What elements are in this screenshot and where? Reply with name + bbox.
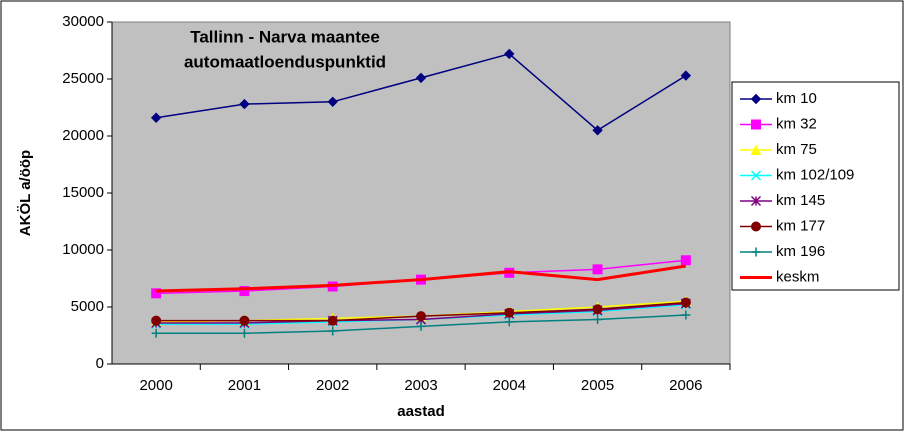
marker bbox=[593, 315, 603, 325]
legend-box bbox=[731, 81, 900, 291]
x-tick-label: 2004 bbox=[493, 377, 526, 394]
legend-marker bbox=[751, 247, 761, 257]
marker bbox=[151, 328, 161, 338]
legend-marker bbox=[750, 93, 762, 105]
x-tick-label: 2006 bbox=[669, 377, 702, 394]
marker bbox=[592, 304, 603, 315]
marker bbox=[680, 70, 692, 81]
marker bbox=[415, 72, 427, 84]
legend-label: km 75 bbox=[776, 141, 817, 158]
marker bbox=[504, 307, 515, 318]
y-tick-label: 0 bbox=[96, 355, 104, 372]
y-tick-label: 10000 bbox=[62, 241, 104, 258]
legend-marker bbox=[751, 119, 761, 130]
marker bbox=[681, 310, 691, 320]
y-tick-label: 5000 bbox=[71, 298, 104, 315]
y-tick-label: 30000 bbox=[62, 13, 104, 30]
marker bbox=[239, 328, 249, 338]
marker bbox=[416, 311, 426, 322]
marker bbox=[328, 326, 338, 336]
legend-marker bbox=[751, 221, 761, 232]
marker bbox=[327, 96, 338, 108]
legend-label: km 102/109 bbox=[776, 166, 854, 183]
series-line bbox=[156, 264, 687, 293]
legend-label: km 145 bbox=[776, 192, 825, 209]
marker bbox=[680, 255, 691, 266]
marker bbox=[151, 288, 162, 299]
x-tick-label: 2002 bbox=[316, 377, 349, 394]
y-tick-label: 15000 bbox=[62, 184, 104, 201]
marker bbox=[416, 321, 426, 331]
x-tick-label: 2001 bbox=[228, 377, 261, 394]
marker bbox=[239, 315, 250, 326]
marker bbox=[239, 286, 250, 297]
y-tick-label: 25000 bbox=[62, 70, 104, 87]
legend-marker bbox=[750, 195, 762, 207]
marker bbox=[327, 315, 338, 326]
x-tick-label: 2003 bbox=[404, 377, 437, 394]
chart-title: automaatloenduspunktid bbox=[184, 52, 386, 71]
legend-label: keskm bbox=[776, 268, 819, 285]
legend-label: km 32 bbox=[776, 115, 817, 132]
x-tick-label: 2005 bbox=[581, 377, 614, 394]
marker bbox=[592, 264, 603, 275]
y-axis-label: AKÖL a/ööp bbox=[17, 150, 34, 236]
marker bbox=[504, 48, 515, 60]
x-tick-label: 2000 bbox=[139, 377, 172, 394]
marker bbox=[150, 112, 162, 123]
marker bbox=[151, 315, 162, 326]
marker bbox=[504, 317, 514, 327]
legend-label: km 10 bbox=[776, 90, 817, 107]
marker bbox=[680, 297, 691, 308]
legend-label: km 177 bbox=[776, 217, 825, 234]
marker bbox=[239, 98, 250, 110]
y-tick-label: 20000 bbox=[62, 127, 104, 144]
x-axis-label: aastad bbox=[397, 403, 445, 420]
legend-marker bbox=[750, 144, 762, 155]
chart-title: Tallinn - Narva maantee bbox=[190, 27, 380, 46]
legend-label: km 196 bbox=[776, 243, 825, 260]
legend-marker bbox=[750, 170, 762, 181]
marker bbox=[592, 125, 603, 136]
